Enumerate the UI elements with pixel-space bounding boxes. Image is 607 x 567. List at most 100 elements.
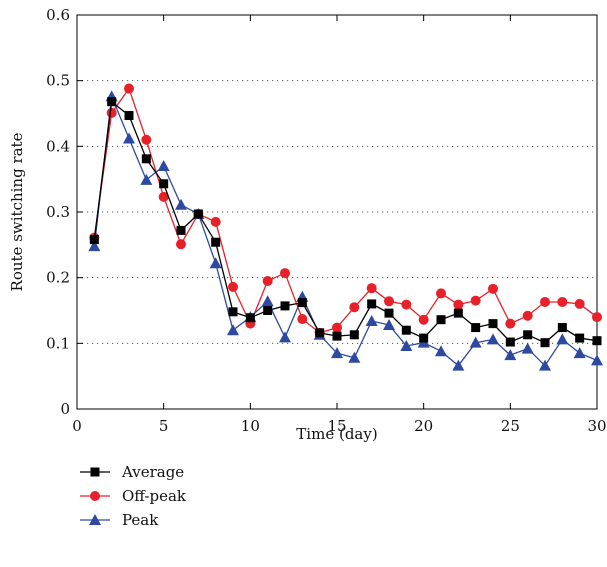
data-point-average (263, 306, 273, 315)
x-tick-label: 10 (241, 417, 260, 435)
data-point-peak (504, 349, 517, 361)
data-point-off-peak (540, 296, 550, 307)
x-tick-label: 5 (159, 417, 169, 435)
data-point-average (488, 319, 498, 329)
x-axis-label: Time (day) (296, 425, 377, 443)
data-point-average (523, 330, 533, 340)
data-point-off-peak (470, 295, 481, 306)
data-point-off-peak (557, 296, 568, 307)
x-tick-label: 30 (587, 417, 606, 435)
data-point-peak (383, 318, 395, 330)
data-point-average (349, 330, 359, 340)
data-point-off-peak (124, 83, 134, 94)
data-point-average (540, 338, 550, 348)
data-point-peak (573, 347, 586, 359)
y-tick-label: 0.3 (46, 203, 70, 221)
data-point-average (141, 154, 151, 164)
data-point-average (124, 110, 134, 120)
data-point-off-peak (332, 322, 342, 333)
data-point-off-peak (176, 239, 186, 250)
data-point-off-peak (349, 302, 360, 313)
grid-lines (77, 80, 597, 344)
data-point-off-peak (297, 314, 308, 325)
data-point-peak (123, 132, 135, 144)
data-point-average (401, 325, 411, 335)
data-point-average (297, 298, 307, 308)
data-point-off-peak (141, 134, 152, 145)
series-line-off-peak (93, 87, 598, 334)
data-point-off-peak (228, 281, 238, 292)
data-point-peak (279, 331, 291, 343)
data-point-average (592, 336, 602, 346)
data-point-peak (227, 324, 239, 336)
data-point-average (89, 235, 99, 245)
legend-marker-off-peak (90, 491, 100, 501)
data-point-average (471, 323, 481, 333)
data-point-peak (157, 160, 170, 172)
data-point-off-peak (210, 216, 221, 227)
series-off-peak (89, 83, 602, 338)
data-point-off-peak (436, 288, 446, 299)
data-point-peak (591, 354, 603, 366)
data-point-off-peak (158, 191, 169, 202)
series-line-average (93, 100, 598, 344)
y-tick-label: 0.5 (46, 72, 70, 90)
y-axis-label: Route switching rate (8, 132, 26, 291)
data-point-peak (209, 257, 222, 269)
data-point-peak (348, 351, 361, 363)
x-tick-label: 15 (327, 417, 346, 435)
data-point-peak (400, 339, 413, 351)
data-point-peak (539, 359, 551, 371)
data-point-average (419, 333, 429, 343)
data-point-off-peak (453, 299, 464, 310)
data-point-off-peak (505, 318, 516, 329)
data-point-average (211, 237, 221, 247)
data-point-average (367, 299, 377, 309)
data-point-off-peak (522, 310, 533, 321)
data-point-average (193, 209, 203, 219)
data-point-average (245, 313, 255, 323)
data-point-average (575, 333, 585, 343)
data-point-off-peak (401, 299, 412, 310)
data-point-peak (261, 295, 274, 307)
legend-label-peak: Peak (122, 511, 159, 529)
data-point-peak (175, 198, 187, 210)
data-point-average (228, 307, 238, 317)
data-point-average (505, 337, 515, 347)
data-point-average (384, 308, 394, 318)
y-tick-label: 0.4 (46, 137, 70, 155)
data-point-peak (140, 173, 153, 185)
y-tick-label: 0.1 (46, 334, 70, 352)
data-point-off-peak (418, 314, 429, 325)
x-tick-label: 20 (414, 417, 433, 435)
data-point-off-peak (574, 298, 585, 309)
data-point-average (107, 97, 117, 107)
series-group (88, 83, 603, 371)
series-line-peak (93, 93, 598, 367)
series-peak (88, 90, 603, 371)
legend-label-average: Average (121, 463, 184, 481)
legend-label-off-peak: Off-peak (122, 487, 187, 505)
data-point-peak (521, 342, 534, 354)
y-tick-label: 0.6 (46, 6, 70, 24)
data-point-peak (88, 240, 101, 252)
legend-item-average: Average (80, 463, 184, 481)
data-point-off-peak (106, 107, 117, 118)
x-tick-label: 0 (72, 417, 82, 435)
series-average (89, 97, 602, 348)
y-tick-label: 0 (60, 400, 70, 418)
data-point-average (159, 179, 169, 189)
data-point-peak (556, 333, 569, 345)
legend-item-peak: Peak (80, 511, 159, 529)
legend-marker-peak (89, 514, 101, 525)
data-point-off-peak (280, 268, 290, 279)
data-point-peak (452, 359, 465, 371)
axis-ticks: 0 5 10 15 20 25 30 0 0.1 0.2 0.3 0.4 0.5 0.6 (46, 6, 606, 435)
legend: Average Off-peak Peak (80, 463, 187, 529)
data-point-peak (365, 315, 378, 327)
data-point-off-peak (592, 312, 602, 323)
y-tick-label: 0.2 (46, 269, 70, 287)
data-point-peak (435, 345, 447, 357)
data-point-average (557, 323, 567, 333)
